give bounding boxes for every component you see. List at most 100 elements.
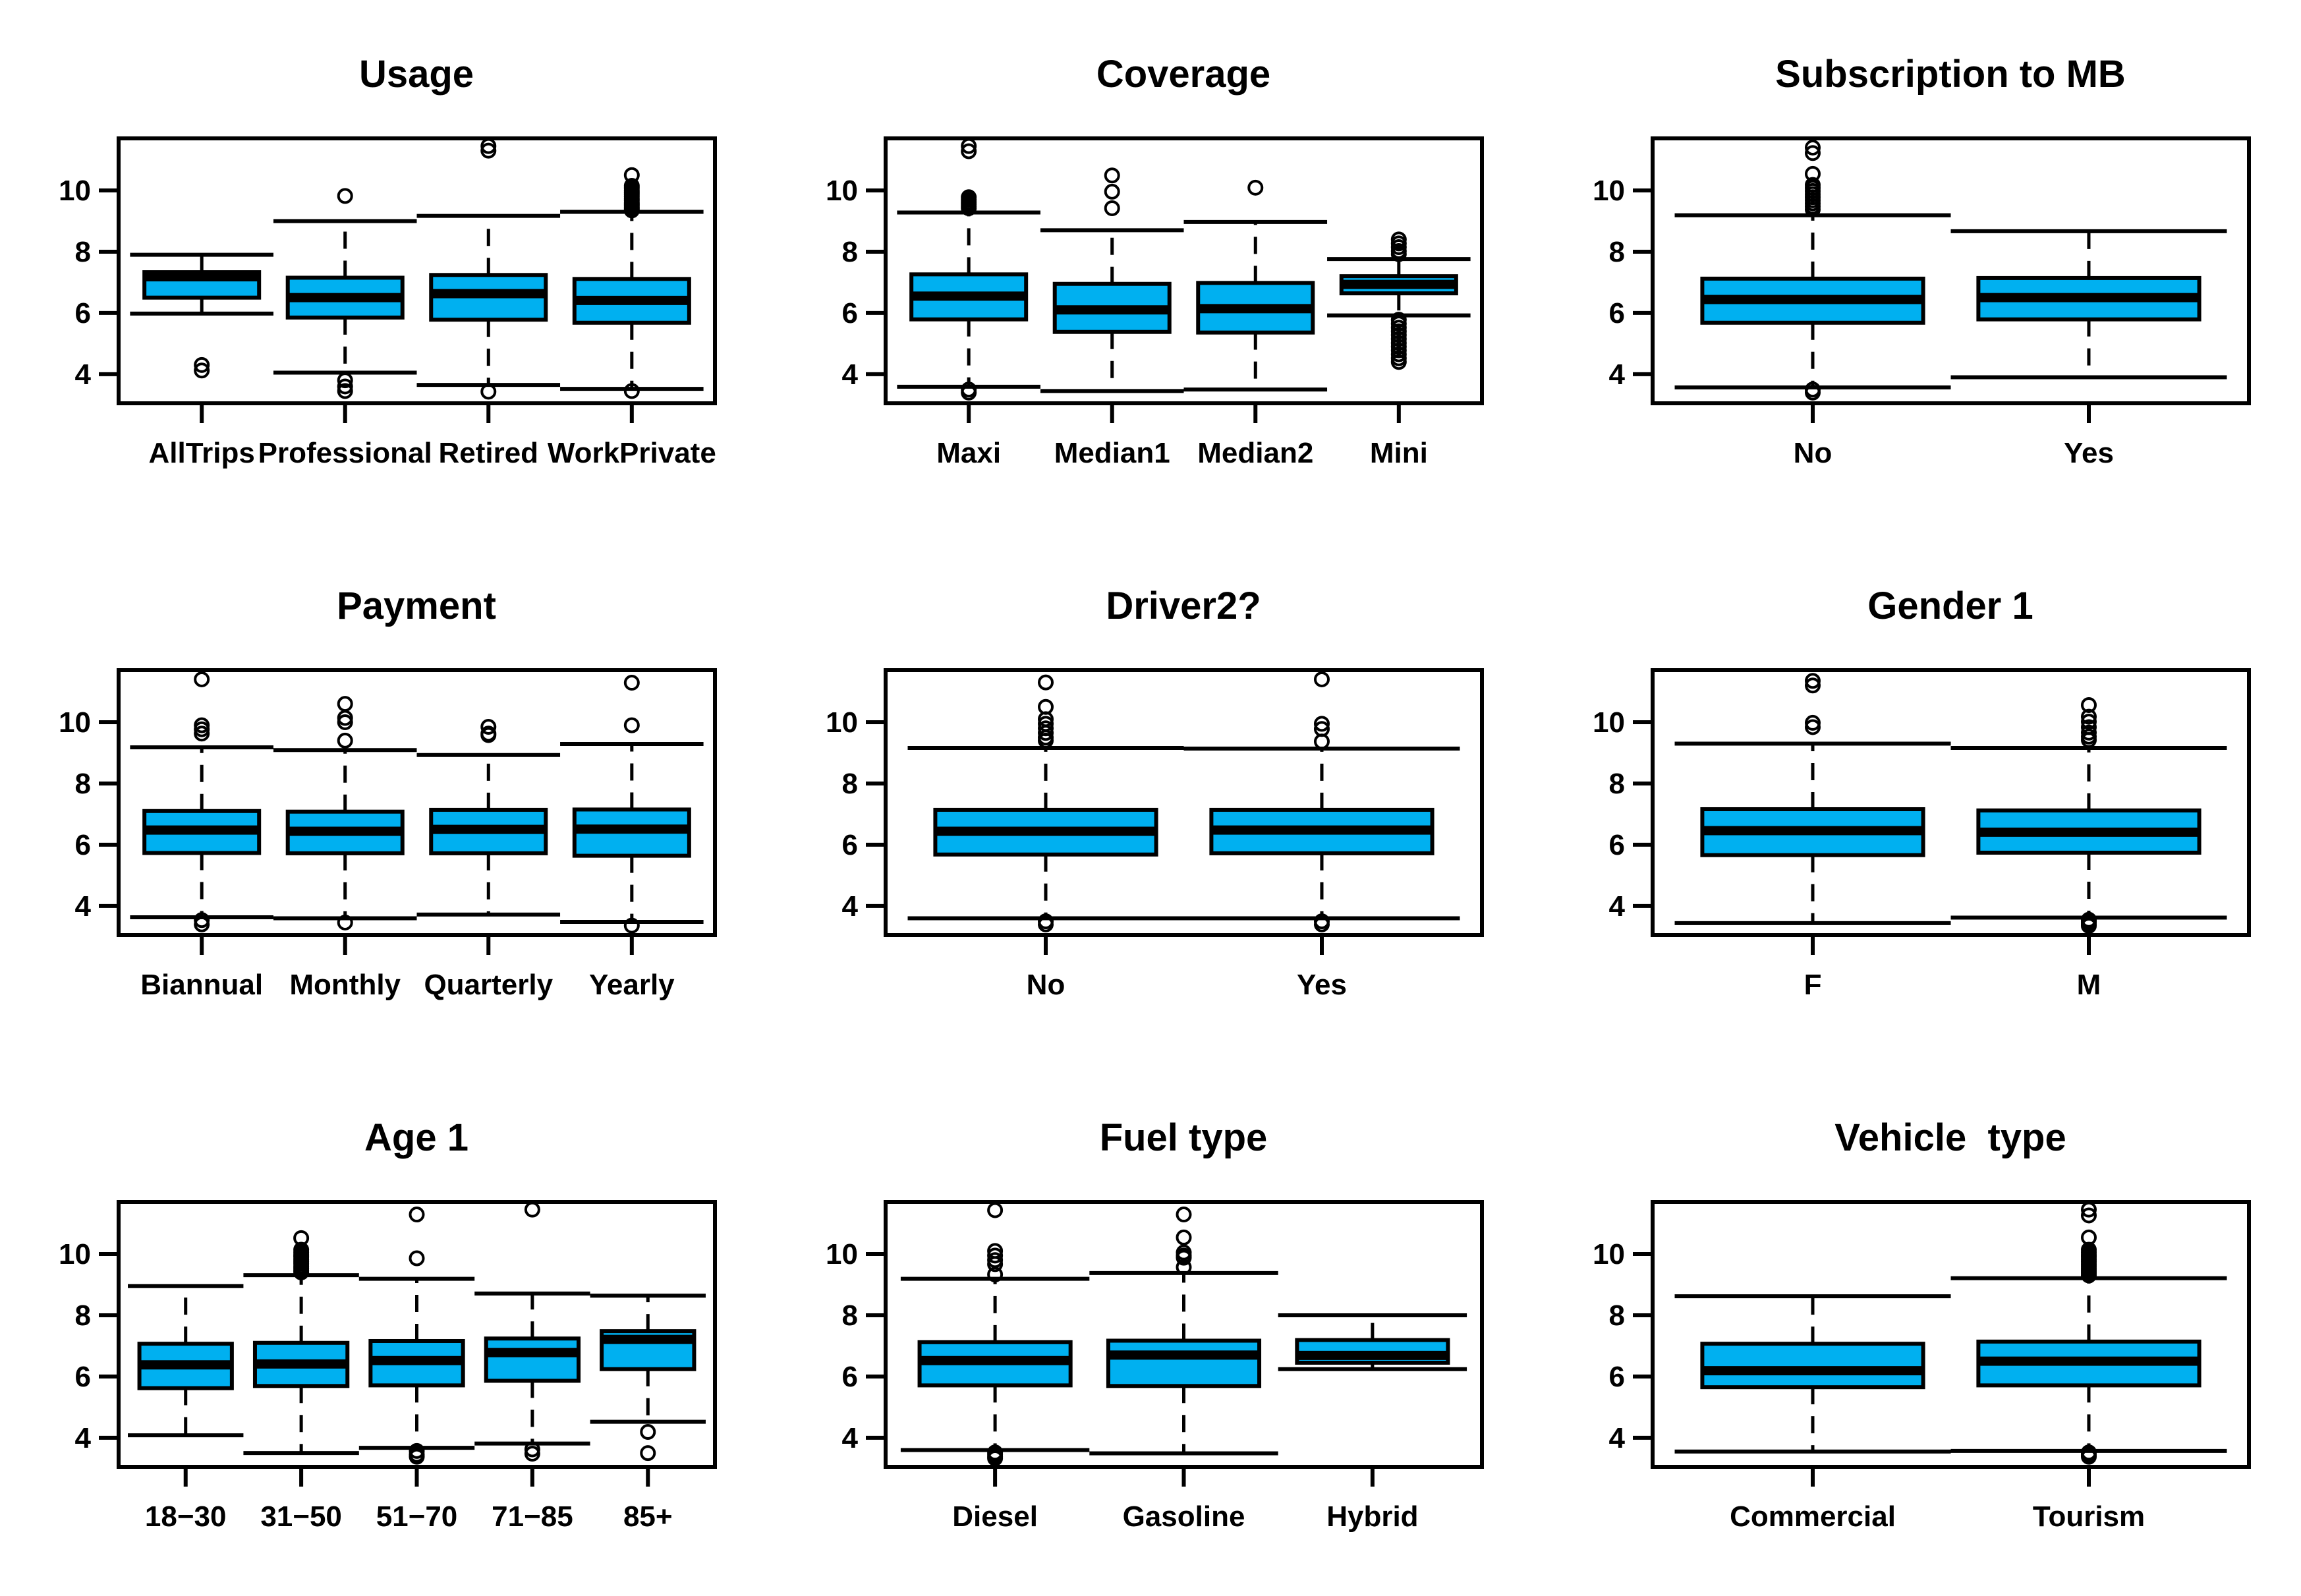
panel-title: Coverage [1096,53,1270,96]
category-label: Yearly [589,969,675,1001]
outlier-point [1805,673,1821,689]
y-tick-label: 10 [826,1238,858,1270]
category-label: Median1 [1054,437,1170,469]
outlier-point [524,1201,540,1218]
y-tick-label: 8 [75,236,91,268]
box-commercial: Commercial [1674,1294,1951,1533]
y-tick-label: 10 [59,1238,91,1270]
panel-title: Usage [359,53,474,96]
box-professional: Professional [258,188,432,469]
y-tick-label: 8 [75,1299,91,1332]
outlier-point [2080,731,2097,748]
boxplot-svg: Payment 4 6 8 10 Biannual Monthly Quarterly Yea… [59,584,717,1001]
outlier-point [2080,697,2097,713]
iqr-box [1700,1342,1925,1390]
category-label: 18−30 [145,1500,227,1533]
outlier-point [1104,200,1120,216]
panel-driver2: Driver2? 4 6 8 10 No Yes [767,532,1534,1064]
outlier-point [1805,719,1821,735]
box-hybrid: Hybrid [1278,1313,1467,1533]
box-85: 85+ [590,1294,706,1533]
outlier-point [480,718,497,735]
outlier-point [640,1424,656,1440]
outlier-point [194,671,210,687]
outlier-point [987,1450,1004,1466]
outlier-point [409,1207,425,1223]
outlier-point [623,717,640,733]
outlier-point [337,372,353,389]
category-label: Monthly [289,969,401,1001]
outlier-point [1038,725,1054,741]
category-label: Commercial [1730,1500,1896,1533]
outlier-point [194,916,210,932]
y-tick-label: 4 [842,1422,859,1454]
outlier-point [1313,716,1330,732]
outlier-point [1390,354,1407,370]
y-tick-label: 4 [75,1422,92,1454]
outlier-point [961,138,977,154]
plot-area: 4 6 8 10 F M [1593,668,2251,1001]
y-tick-label: 4 [842,358,859,391]
category-label: M [2077,969,2101,1001]
outlier-point [987,1202,1004,1218]
outlier-point [1038,732,1054,749]
y-tick-label: 6 [842,297,858,329]
outlier-point [987,1256,1004,1272]
outlier-point [1038,674,1054,691]
outlier-point [1104,183,1120,200]
plot-area: 4 6 8 10 18−30 31−50 51−70 71−85 85+ [59,1200,717,1533]
outlier-point [337,696,353,712]
y-tick-label: 4 [1609,890,1626,923]
panel-gender-1: Gender 1 4 6 8 10 F M [1534,532,2301,1064]
y-tick-label: 10 [59,175,91,207]
y-tick-label: 8 [1609,768,1625,800]
outlier-point [961,143,977,159]
y-tick-label: 6 [1609,829,1625,861]
panel-usage: Usage 4 6 8 10 AllTrips Professional Retired Wo… [0,0,767,532]
plot-border [117,668,717,937]
y-tick-label: 8 [842,768,858,800]
category-label: Hybrid [1326,1500,1418,1533]
box-31-50: 31−50 [243,1230,359,1533]
box-yearly: Yearly [560,675,704,1001]
box-18-30: 18−30 [128,1284,244,1533]
box-workprivate: WorkPrivate [548,167,716,469]
box-71-85: 71−85 [474,1201,590,1533]
box-no: No [907,674,1184,1001]
panel-title: Subscription to MB [1775,53,2126,96]
y-tick-label: 4 [1609,358,1626,391]
category-label: 31−50 [260,1500,342,1533]
outlier-point [1247,179,1264,196]
box-no: No [1674,139,1951,469]
box-retired: Retired [416,138,561,469]
panel-title: Fuel type [1100,1116,1268,1159]
plot-border [1651,136,2251,405]
outlier-point [640,1445,656,1462]
outlier-point [2080,1448,2097,1465]
outlier-point [1805,201,1821,217]
iqr-box [484,1336,581,1383]
box-gasoline: Gasoline [1089,1207,1278,1533]
y-tick-label: 6 [1609,297,1625,329]
category-label: 71−85 [492,1500,573,1533]
boxplot-svg: Age 1 4 6 8 10 18−30 31−50 51−70 71−85 85+ [59,1116,717,1533]
box-yes: Yes [1950,229,2227,469]
outlier-point [1805,139,1821,156]
outlier-point [623,383,640,399]
y-tick-label: 10 [59,706,91,739]
plot-border [1651,668,2251,937]
category-label: F [1804,969,1822,1001]
category-label: No [1027,969,1065,1001]
outlier-point [1805,145,1821,161]
plot-area: 4 6 8 10 No Yes [1593,136,2251,469]
y-tick-label: 8 [75,768,91,800]
boxplot-svg: Usage 4 6 8 10 AllTrips Professional Retired Wo… [59,53,717,469]
outlier-point [623,202,640,219]
outlier-point [987,1267,1004,1283]
outlier-point [480,727,497,743]
outlier-point [2080,1201,2097,1218]
outlier-point [1313,916,1330,932]
plot-border [884,668,1484,937]
category-label: Yes [2064,437,2114,469]
